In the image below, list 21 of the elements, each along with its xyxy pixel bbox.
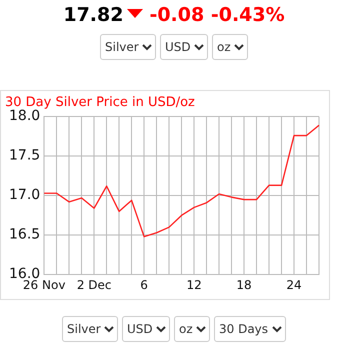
x-tick-label: 26 Nov (22, 278, 66, 292)
text: USD (160, 34, 208, 60)
text: USD (122, 316, 170, 342)
text: Silver (62, 316, 118, 342)
chart-title: 30 Day Silver Price in USD/oz (5, 95, 196, 110)
x-tick-label: 6 (140, 278, 148, 292)
y-tick-label: 18.0 (9, 108, 40, 124)
x-tick-label: 2 Dec (76, 278, 112, 292)
x-tick-label: 18 (236, 278, 252, 292)
text: Silver (100, 34, 156, 60)
y-tick-label: 16.5 (9, 226, 40, 243)
y-tick-label: 17.0 (9, 187, 40, 204)
text: 17.82 (63, 4, 124, 26)
text: -0.43% (210, 4, 285, 26)
text: oz (212, 34, 248, 60)
x-tick-label: 12 (186, 278, 202, 292)
text: -0.08 (149, 4, 206, 26)
text: oz (174, 316, 210, 342)
y-tick-label: 17.5 (9, 148, 40, 164)
text: 30 Days (214, 316, 286, 342)
x-tick-label: 24 (286, 278, 302, 292)
